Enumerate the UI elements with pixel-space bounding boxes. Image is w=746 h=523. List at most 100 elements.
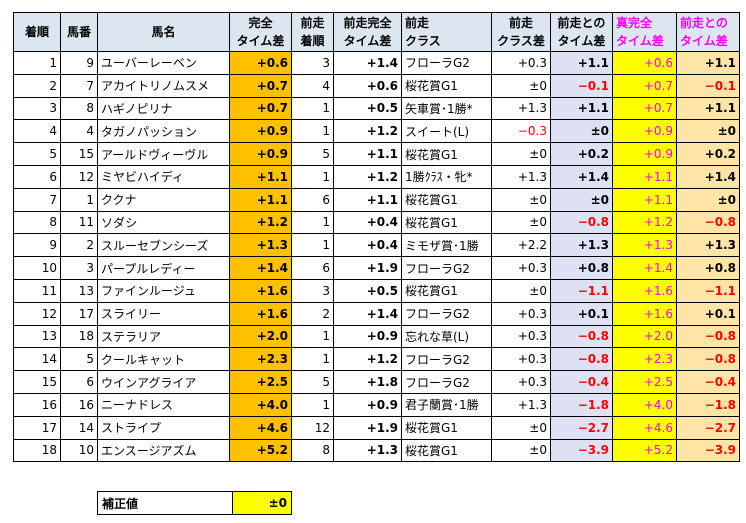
- cell-rank: 14: [13, 347, 61, 372]
- cell-rank: 15: [13, 370, 61, 394]
- cell-perfect: +1.3: [229, 233, 292, 258]
- cell-prev-true-diff: +1.3: [676, 233, 740, 258]
- cell-prev-true-diff: −0.1: [676, 73, 740, 98]
- cell-class-diff: +1.3: [491, 164, 551, 189]
- cell-perfect: +5.2: [229, 438, 292, 463]
- cell-prev-rank: 1: [291, 392, 334, 417]
- cell-perfect: +2.0: [229, 324, 292, 349]
- cell-prev-true-diff: +1.1: [676, 51, 740, 75]
- cell-prev-true-diff: ±0: [676, 187, 740, 212]
- cell-prev-true-diff: −3.9: [676, 438, 740, 463]
- cell-perfect: +4.6: [229, 415, 292, 440]
- cell-true-perfect: +0.6: [612, 51, 677, 75]
- cell-prev-rank: 2: [291, 301, 334, 326]
- header-true-perfect-line1: 真完全: [616, 16, 653, 30]
- header-prev-true-diff-line2: タイム差: [680, 34, 728, 48]
- cell-num: 14: [60, 415, 98, 440]
- cell-true-perfect: +2.0: [612, 324, 677, 349]
- cell-name: ウインアグライア: [97, 370, 230, 394]
- cell-class-diff: ±0: [491, 73, 551, 98]
- header-prev-perfect-line1: 前走完全: [343, 16, 392, 30]
- cell-rank: 18: [13, 438, 61, 463]
- cell-prev-rank: 5: [291, 370, 334, 394]
- cell-prev-perfect: +1.4: [333, 301, 402, 326]
- cell-prev-time-diff: +0.8: [550, 256, 613, 280]
- cell-num: 1: [60, 187, 98, 212]
- cell-prev-true-diff: −0.8: [676, 210, 740, 235]
- cell-prev-rank: 1: [291, 347, 334, 372]
- cell-prev-class: 1勝ｸﾗｽ・牝*: [401, 164, 492, 189]
- cell-prev-time-diff: +1.3: [550, 233, 613, 258]
- header-prev-class: 前走 クラス: [401, 12, 492, 52]
- header-class-diff-line2: クラス差: [497, 34, 545, 48]
- header-class-diff: 前走 クラス差: [491, 12, 551, 52]
- cell-perfect: +0.7: [229, 96, 292, 121]
- cell-true-perfect: +1.2: [612, 210, 677, 235]
- cell-class-diff: ±0: [491, 187, 551, 212]
- cell-prev-true-diff: −0.8: [676, 324, 740, 349]
- cell-true-perfect: +1.6: [612, 301, 677, 326]
- cell-name: パープルレディー: [97, 256, 230, 280]
- cell-prev-true-diff: −1.8: [676, 392, 740, 417]
- header-prev-time-diff: 前走との タイム差: [550, 12, 613, 52]
- table-row: 14 5 クールキャット +2.3 1 +1.2 フローラG2 +0.3 −0.8 +2.3 −0.…: [13, 347, 740, 372]
- header-prev-rank-line1: 前走: [300, 16, 325, 30]
- cell-prev-time-diff: +0.2: [550, 142, 613, 166]
- header-perfect-line2: タイム差: [236, 34, 285, 48]
- cell-rank: 17: [13, 415, 61, 440]
- cell-true-perfect: +4.0: [612, 392, 677, 417]
- cell-prev-perfect: +1.8: [333, 370, 402, 394]
- cell-num: 6: [60, 370, 98, 394]
- table-row: 8 11 ソダシ +1.2 1 +0.4 桜花賞G1 ±0 −0.8 +1.2 −0.8: [13, 210, 740, 235]
- cell-class-diff: +0.3: [491, 370, 551, 394]
- correction-value: ±0: [232, 491, 292, 515]
- table-row: 15 6 ウインアグライア +2.5 5 +1.8 フローラG2 +0.3 −0.4 +2.5 −0…: [13, 370, 740, 394]
- cell-perfect: +4.0: [229, 392, 292, 417]
- cell-prev-perfect: +1.4: [333, 51, 402, 75]
- cell-prev-rank: 3: [291, 51, 334, 75]
- cell-prev-perfect: +0.9: [333, 324, 402, 349]
- cell-prev-class: フローラG2: [401, 256, 492, 280]
- header-num: 馬番: [60, 12, 98, 52]
- cell-perfect: +1.1: [229, 164, 292, 189]
- table-row: 13 18 ステラリア +2.0 1 +0.9 忘れな草(L) +0.3 −0.8 +2.0 −0.…: [13, 324, 740, 349]
- table-row: 18 10 エンスージアズム +5.2 8 +1.3 桜花賞G1 ±0 −3.9 +5.2 −3.9: [13, 438, 740, 463]
- header-prev-rank: 前走 着順: [291, 12, 334, 52]
- cell-prev-true-diff: +1.1: [676, 96, 740, 121]
- cell-class-diff: +0.3: [491, 51, 551, 75]
- cell-prev-true-diff: −0.4: [676, 370, 740, 394]
- cell-prev-perfect: +1.9: [333, 415, 402, 440]
- cell-true-perfect: +1.1: [612, 164, 677, 189]
- header-perfect: 完全 タイム差: [229, 12, 292, 52]
- cell-prev-true-diff: +0.1: [676, 301, 740, 326]
- cell-prev-perfect: +0.4: [333, 210, 402, 235]
- cell-class-diff: ±0: [491, 278, 551, 303]
- cell-true-perfect: +0.7: [612, 96, 677, 121]
- cell-num: 7: [60, 73, 98, 98]
- cell-perfect: +1.1: [229, 187, 292, 212]
- cell-num: 9: [60, 51, 98, 75]
- cell-prev-class: フローラG2: [401, 370, 492, 394]
- cell-rank: 8: [13, 210, 61, 235]
- cell-num: 3: [60, 256, 98, 280]
- cell-prev-true-diff: −1.1: [676, 278, 740, 303]
- cell-num: 13: [60, 278, 98, 303]
- cell-name: ユーバーレーベン: [97, 51, 230, 75]
- header-prev-rank-line2: 着順: [300, 34, 325, 48]
- header-class-diff-line1: 前走: [508, 16, 533, 30]
- cell-num: 16: [60, 392, 98, 417]
- cell-perfect: +0.6: [229, 51, 292, 75]
- cell-num: 17: [60, 301, 98, 326]
- header-prev-true-diff: 前走との タイム差: [676, 12, 740, 52]
- cell-prev-class: 矢車賞･1勝*: [401, 96, 492, 121]
- cell-rank: 7: [13, 187, 61, 212]
- table-row: 5 15 アールドヴィーヴル +0.9 5 +1.1 桜花賞G1 ±0 +0.2 +0.9 +0.2: [13, 142, 740, 166]
- cell-num: 2: [60, 233, 98, 258]
- header-true-perfect: 真完全 タイム差: [612, 12, 677, 52]
- table-row: 17 14 ストライプ +4.6 12 +1.9 桜花賞G1 ±0 −2.7 +4.6 −2.7: [13, 415, 740, 440]
- table-row: 16 16 ニーナドレス +4.0 1 +0.9 君子蘭賞･1勝 +1.3 −1.8 +4.0 −1…: [13, 392, 740, 417]
- cell-prev-class: フローラG2: [401, 301, 492, 326]
- header-prev-perfect-line2: タイム差: [343, 34, 392, 48]
- cell-name: クールキャット: [97, 347, 230, 372]
- correction-row: 補正値 ±0: [97, 491, 292, 515]
